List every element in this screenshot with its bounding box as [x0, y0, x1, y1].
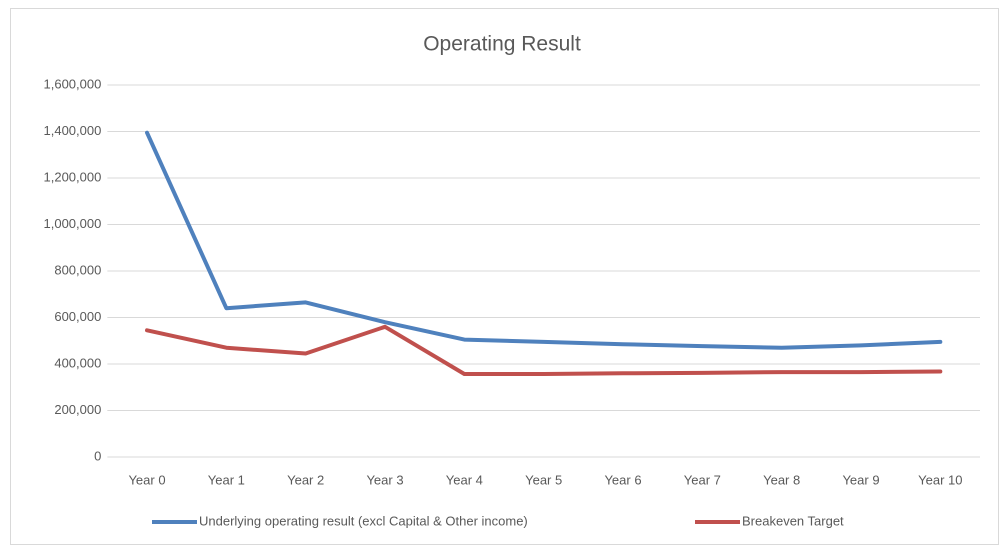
chart-title: Operating Result	[423, 33, 581, 56]
x-tick-label: Year 10	[918, 472, 962, 487]
x-tick-label: Year 8	[763, 472, 800, 487]
series-line	[145, 324, 943, 376]
x-tick-label: Year 7	[684, 472, 721, 487]
legend-label: Underlying operating result (excl Capita…	[199, 513, 528, 528]
x-tick-label: Year 4	[446, 472, 483, 487]
y-tick-label: 1,200,000	[44, 169, 102, 184]
legend-label: Breakeven Target	[742, 513, 844, 528]
x-tick-label: Year 3	[366, 472, 403, 487]
x-tick-label: Year 1	[208, 472, 245, 487]
x-tick-label: Year 2	[287, 472, 324, 487]
y-tick-label: 600,000	[54, 309, 101, 324]
y-tick-label: 0	[94, 448, 101, 463]
x-tick-label: Year 0	[128, 472, 165, 487]
chart-border	[10, 8, 999, 545]
y-tick-label: 400,000	[54, 355, 101, 370]
x-tick-label: Year 6	[604, 472, 641, 487]
y-tick-label: 1,600,000	[44, 76, 102, 91]
y-tick-label: 200,000	[54, 402, 101, 417]
series-line	[145, 130, 943, 350]
y-tick-label: 1,400,000	[44, 123, 102, 138]
x-tick-label: Year 9	[842, 472, 879, 487]
y-tick-label: 1,000,000	[44, 216, 102, 231]
y-tick-label: 800,000	[54, 262, 101, 277]
x-tick-label: Year 5	[525, 472, 562, 487]
